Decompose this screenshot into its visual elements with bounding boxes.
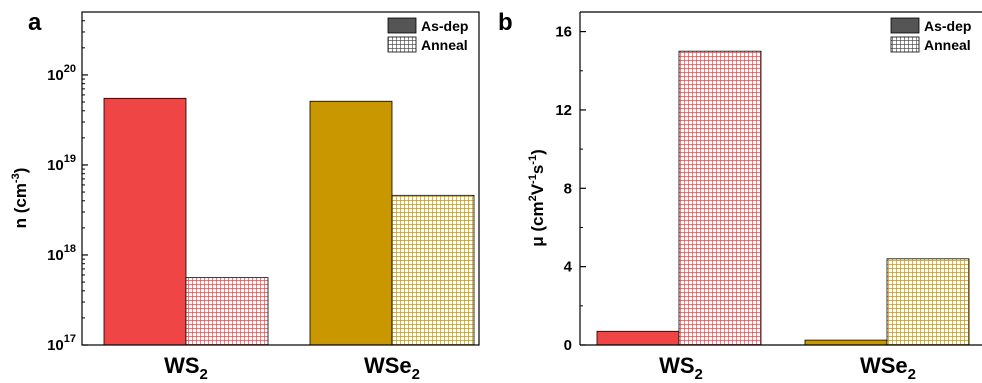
panel-a-legend: As-dep Anneal [387, 17, 468, 53]
panel-b-xtick-wse2: WSe2 [860, 353, 916, 383]
panel-a-ylabel: n (cm-3) [10, 168, 30, 229]
bar-b-ws2-asdep [596, 330, 680, 346]
bar-b-ws2-anneal [678, 50, 762, 346]
legend-swatch-asdep-b [890, 17, 920, 34]
legend-swatch-anneal [387, 36, 417, 53]
legend-label-asdep: As-dep [421, 18, 468, 34]
bar-a-ws2-asdep [103, 97, 187, 346]
panel-a-label: a [28, 9, 42, 36]
bar-a-ws2-anneal [185, 277, 269, 346]
bar-b-wse2-anneal [886, 258, 970, 346]
bar-a-wse2-asdep [309, 100, 393, 346]
legend-swatch-anneal-b [890, 36, 920, 53]
bar-a-wse2-anneal [391, 194, 475, 346]
ytick-label: 8 [564, 180, 572, 197]
ytick-label: 4 [564, 259, 573, 276]
panel-b-label: b [498, 9, 513, 36]
panel-b-legend: As-dep Anneal [890, 17, 971, 53]
panel-a: a n (cm-3) 1017 1018 1019 1020 WS2 WSe2 As-… [10, 9, 480, 383]
legend-label-anneal: Anneal [421, 37, 468, 53]
ytick-label: 1019 [47, 153, 76, 174]
panel-b-bars [596, 50, 970, 346]
panel-a-xtick-wse2: WSe2 [364, 353, 420, 383]
panel-b: b μ (cm2V-1s-1) 0 4 8 12 16 WS2 WSe2 As-dep … [498, 9, 982, 383]
legend-label-anneal-b: Anneal [924, 37, 971, 53]
bar-b-wse2-asdep [804, 339, 888, 346]
legend-swatch-asdep [387, 17, 417, 34]
ytick-label: 12 [555, 102, 572, 119]
panel-b-xtick-ws2: WS2 [659, 353, 703, 383]
panel-b-yticks: 0 4 8 12 16 [555, 24, 586, 354]
panel-a-bars [103, 97, 475, 346]
ytick-label: 1020 [47, 63, 76, 84]
panel-a-yticks: 1017 1018 1019 1020 [47, 20, 88, 354]
ytick-label: 1018 [47, 243, 76, 264]
panel-b-ylabel: μ (cm2V-1s-1) [527, 149, 547, 247]
ytick-label: 1017 [47, 333, 76, 354]
legend-label-asdep-b: As-dep [924, 18, 971, 34]
ytick-label: 0 [564, 337, 572, 354]
ytick-label: 16 [555, 24, 572, 41]
panel-a-xtick-ws2: WS2 [164, 353, 208, 383]
